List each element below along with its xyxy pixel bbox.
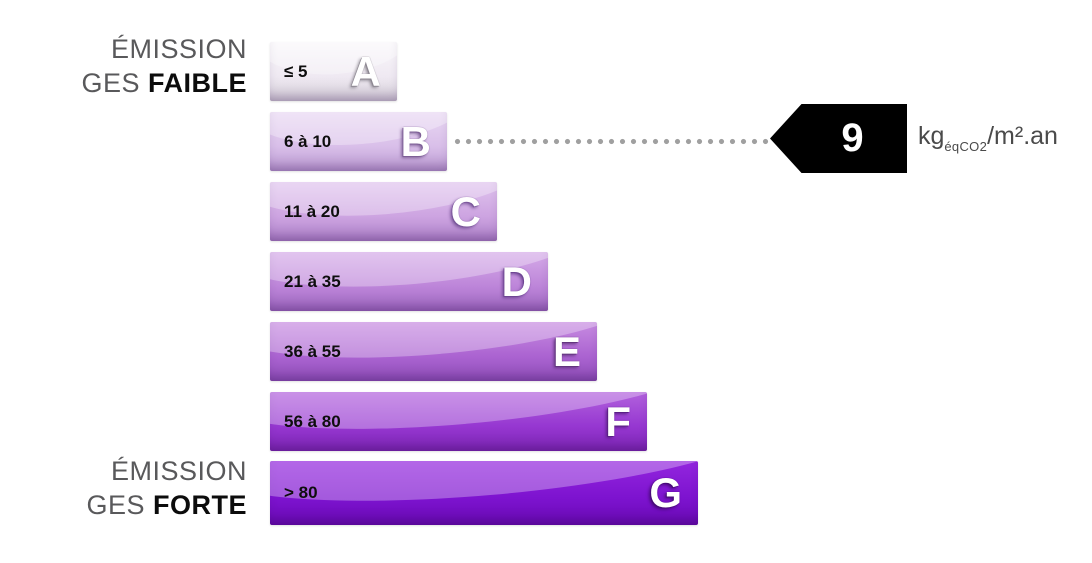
bar-grade-b: 6 à 10 B	[270, 112, 447, 171]
bar-grade-f: 56 à 80 F	[270, 392, 647, 451]
bar-range-label: 11 à 20	[284, 201, 340, 221]
bar-grade-a: ≤ 5 A	[270, 42, 397, 101]
bar-range-label: 36 à 55	[284, 341, 341, 361]
bar-grade-letter: E	[552, 327, 581, 375]
bar-grade-d: 21 à 35 D	[270, 252, 548, 311]
unit-tail: /m².an	[987, 122, 1058, 150]
bar-grade-letter: C	[450, 187, 481, 235]
indicator-value: 9	[841, 116, 864, 160]
unit-subscript: éqCO2	[944, 139, 988, 154]
bar-range-label: 21 à 35	[284, 271, 341, 291]
label-emission-ges-faible: ÉMISSION GES FAIBLE	[0, 32, 247, 100]
bar-grade-g: > 80 G	[270, 461, 698, 525]
unit-label: kgéqCO2/m².an	[918, 122, 1058, 154]
bar-grade-letter: D	[501, 257, 532, 305]
unit-main: kg	[918, 122, 945, 150]
bar-grade-c: 11 à 20 C	[270, 182, 497, 241]
bar-range-label: > 80	[284, 483, 318, 502]
bar-range-label: 56 à 80	[284, 411, 341, 431]
bar-grade-e: 36 à 55 E	[270, 322, 597, 381]
bar-range-label: 6 à 10	[284, 131, 332, 151]
value-arrow: 9	[770, 104, 907, 173]
bar-range-label: ≤ 5	[284, 61, 308, 81]
dotted-leader-line	[452, 138, 770, 145]
label-emission-top-line1: ÉMISSION	[110, 34, 247, 64]
bar-grade-letter: G	[649, 469, 682, 516]
bar-grade-letter: F	[605, 397, 631, 445]
bar-grade-letter: B	[400, 117, 431, 165]
label-emission-top-line2: GES FAIBLE	[81, 68, 247, 98]
label-emission-ges-forte: ÉMISSION GES FORTE	[0, 454, 247, 522]
label-emission-bottom-line1: ÉMISSION	[110, 456, 247, 486]
bar-grade-letter: A	[350, 47, 381, 95]
label-emission-bottom-line2: GES FORTE	[86, 490, 247, 520]
